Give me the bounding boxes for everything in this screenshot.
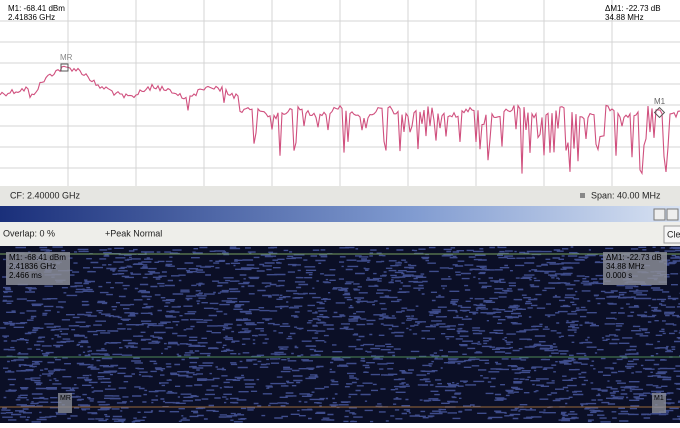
- marker-readout: M1: -68.41 dBm: [8, 4, 65, 13]
- marker-readout: 2.41836 GHz: [9, 262, 56, 271]
- marker-label: MR: [60, 395, 71, 402]
- detector: +Peak Normal: [105, 228, 162, 238]
- marker-label: M1: [654, 97, 666, 106]
- clear-button-label[interactable]: Cle: [667, 229, 680, 239]
- marker-readout-box: [6, 252, 70, 285]
- status-bar: [0, 186, 680, 206]
- marker-readout: 2.41836 GHz: [8, 13, 55, 22]
- delta-readout: 0.000 s: [606, 271, 632, 280]
- clear-button[interactable]: [663, 225, 680, 244]
- marker-tag: [652, 393, 666, 413]
- marker-readout: 2.466 ms: [9, 271, 42, 280]
- maximize-button[interactable]: [666, 208, 679, 221]
- delta-readout-box: [603, 252, 667, 285]
- center-frequency: CF: 2.40000 GHz: [10, 190, 81, 200]
- marker-label: MR: [60, 53, 73, 62]
- marker-readout: M1: -68.41 dBm: [9, 253, 66, 262]
- waterfall-noise: [0, 246, 680, 423]
- span-icon: [580, 193, 585, 198]
- marker-m1: [653, 106, 666, 119]
- marker-label: M1: [654, 395, 664, 402]
- spectrum-trace: [0, 65, 680, 176]
- marker-tag: [58, 393, 72, 413]
- delta-readout: ΔM1: -22.73 dB: [606, 253, 662, 262]
- waterfall: [0, 246, 680, 423]
- delta-readout: 34.88 MHz: [606, 262, 645, 271]
- delta-readout: 34.88 MHz: [605, 13, 644, 22]
- span: Span: 40.00 MHz: [591, 190, 661, 200]
- overlap: Overlap: 0 %: [3, 228, 55, 238]
- window-title-bar: [0, 206, 680, 222]
- toolbar: [0, 222, 680, 246]
- delta-readout: ΔM1: -22.73 dB: [605, 4, 661, 13]
- minimize-button[interactable]: [653, 208, 666, 221]
- marker-mr: [60, 63, 69, 72]
